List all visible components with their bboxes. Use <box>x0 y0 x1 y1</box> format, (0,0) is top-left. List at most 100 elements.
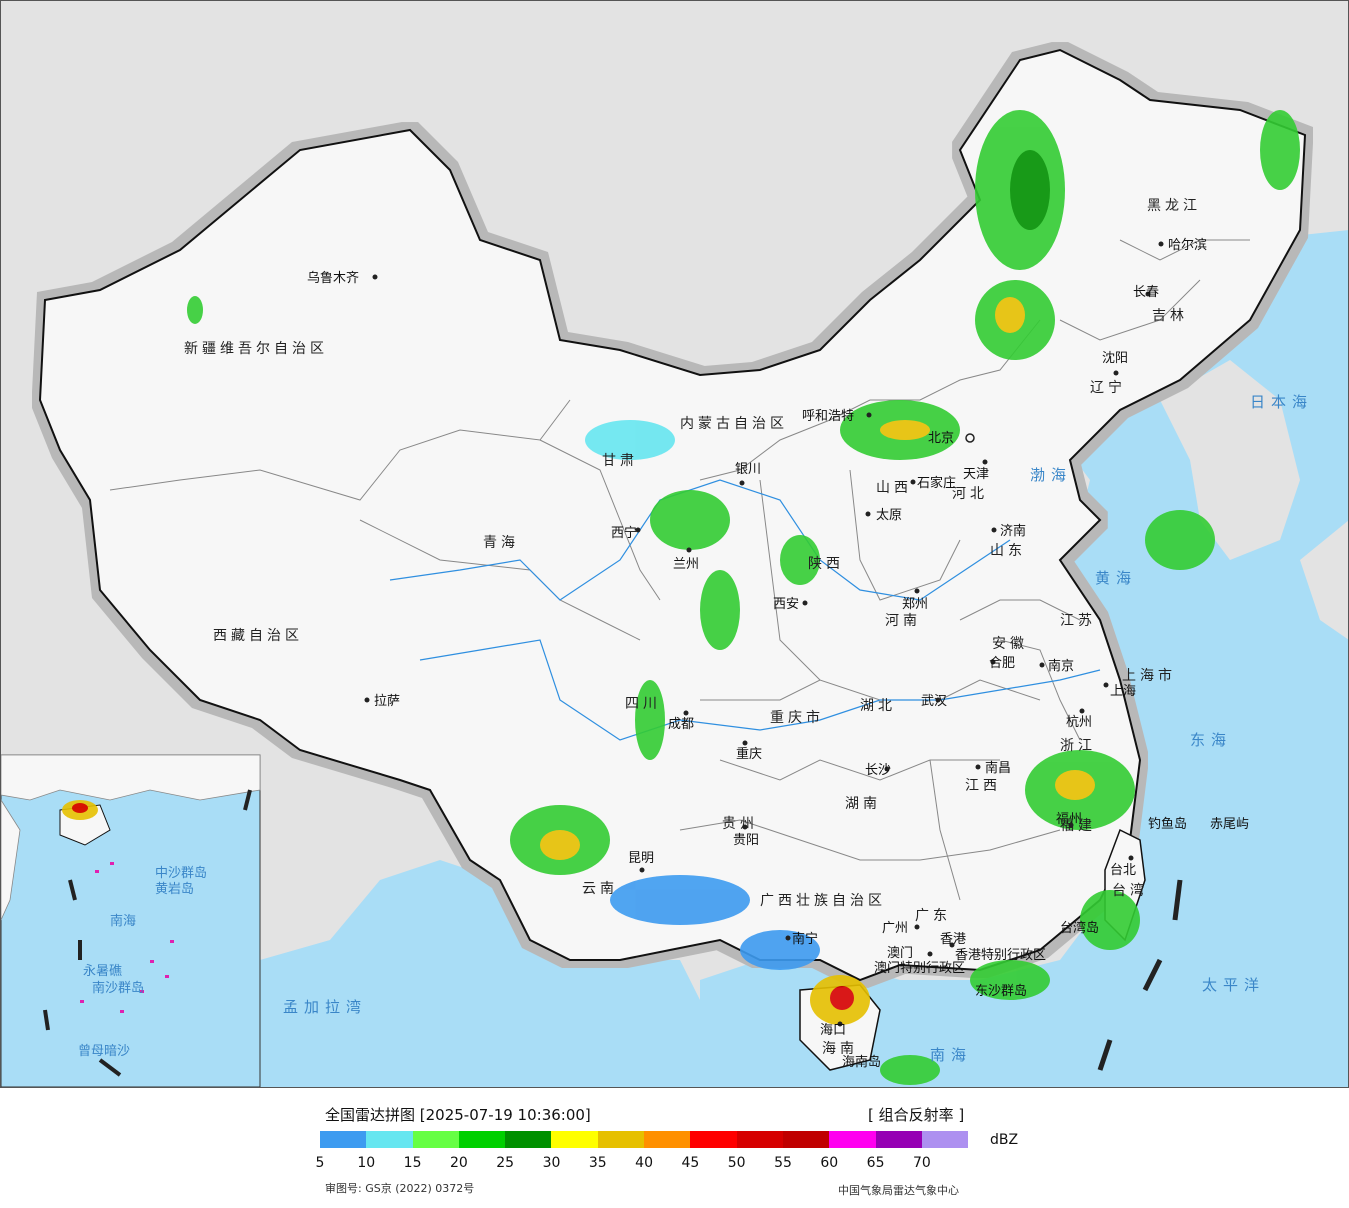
island-label: 海南岛 <box>842 1054 881 1070</box>
tick-label: 5 <box>315 1155 325 1171</box>
color-bar-cell <box>736 1131 783 1148</box>
island-label: 钓鱼岛 <box>1148 816 1187 832</box>
tick-label: 20 <box>449 1155 468 1171</box>
city-label: 上海 <box>1110 684 1136 699</box>
tick-label: 40 <box>635 1155 654 1171</box>
province-label: 云南 <box>582 881 618 897</box>
province-label: 澳门特别行政区 <box>874 960 965 976</box>
city-label: 兰州 <box>673 557 699 572</box>
province-label: 江西 <box>965 778 1001 794</box>
city-label: 银川 <box>735 462 761 477</box>
province-label: 西藏自治区 <box>213 628 303 644</box>
city-label: 天津 <box>963 467 989 482</box>
sea-labels: 日本海 渤海 黄海 东海 太平洋 南海 孟加拉湾 钓鱼岛 赤尾屿 海南岛 东沙群… <box>283 393 1313 1070</box>
color-bar-cell <box>690 1131 737 1148</box>
sea-label: 南海 <box>930 1046 972 1064</box>
color-bar-cell <box>782 1131 830 1148</box>
tick-label: 30 <box>542 1155 561 1171</box>
color-bar-cell <box>505 1131 552 1148</box>
province-label: 广东 <box>915 908 951 924</box>
city-label: 乌鲁木齐 <box>307 270 359 286</box>
province-label: 甘肃 <box>602 453 638 469</box>
city-label: 哈尔滨 <box>1168 237 1207 253</box>
city-label: 北京 <box>928 431 954 446</box>
city-label: 福州 <box>1056 812 1082 827</box>
province-label: 辽宁 <box>1090 379 1126 396</box>
province-label: 吉林 <box>1152 308 1188 324</box>
inset-label: 永暑礁 <box>83 963 122 979</box>
tick-label: 10 <box>357 1155 376 1171</box>
province-label: 海南 <box>822 1041 858 1057</box>
inset-label: 黄岩岛 <box>155 881 194 897</box>
sea-label: 日本海 <box>1250 393 1313 411</box>
city-label: 西宁 <box>611 525 637 541</box>
radar-map: 乌鲁木齐 拉萨 西宁 兰州 银川 呼和浩特 北京 天津 石家庄 太原 济南 郑州… <box>0 0 1349 1088</box>
city-label: 香港 <box>940 932 966 947</box>
inset-label: 中沙群岛 <box>155 865 207 881</box>
sea-label: 东海 <box>1190 731 1232 749</box>
city-label: 南宁 <box>792 931 818 947</box>
province-label: 重庆市 <box>770 709 824 726</box>
legend-unit: dBZ <box>990 1132 1019 1148</box>
city-label: 成都 <box>668 717 694 732</box>
city-label: 石家庄 <box>917 475 956 491</box>
sea-label: 渤海 <box>1030 466 1072 484</box>
province-label: 新疆维吾尔自治区 <box>184 341 328 357</box>
tick-label: 15 <box>403 1155 422 1171</box>
city-label: 西安 <box>773 597 799 612</box>
city-label: 沈阳 <box>1102 351 1128 366</box>
legend: 全国雷达拼图 [2025-07-19 10:36:00] [ 组合反射率 ] d… <box>0 1088 1349 1208</box>
tick-label: 60 <box>820 1155 839 1171</box>
tick-label: 25 <box>496 1155 515 1171</box>
color-bar-cell <box>551 1131 598 1148</box>
city-label: 武汉 <box>921 694 947 709</box>
color-bar-cell <box>875 1131 922 1148</box>
city-label: 杭州 <box>1066 715 1092 730</box>
color-bar-cell <box>458 1131 506 1148</box>
sea-label: 太平洋 <box>1202 976 1265 994</box>
province-label: 黑龙江 <box>1147 198 1201 214</box>
city-label: 南京 <box>1048 658 1074 674</box>
approval-number: 审图号: GS京 (2022) 0372号 <box>325 1182 475 1195</box>
inset-label: 南海 <box>110 913 136 929</box>
province-labels: 新疆维吾尔自治区 西藏自治区 青海 甘肃 内蒙古自治区 陕西 山西 河北 河南 … <box>184 198 1201 1057</box>
province-label: 山西 <box>876 480 912 496</box>
island-label: 赤尾屿 <box>1210 817 1249 832</box>
inset-label: 曾母暗沙 <box>78 1044 130 1059</box>
city-label: 长春 <box>1133 285 1159 300</box>
color-bar <box>320 1131 969 1148</box>
province-label: 山东 <box>990 543 1026 559</box>
color-bar-cell <box>829 1131 876 1148</box>
sea-label: 黄海 <box>1095 569 1137 587</box>
color-bar-cell <box>412 1131 459 1148</box>
radar-echoes <box>187 110 1300 1085</box>
province-label: 浙江 <box>1060 738 1096 754</box>
province-label: 贵州 <box>722 816 758 832</box>
city-label: 贵阳 <box>733 833 759 848</box>
province-label: 广西壮族自治区 <box>760 893 886 909</box>
province-label: 河南 <box>885 613 921 629</box>
city-label: 重庆 <box>736 746 762 762</box>
province-label: 内蒙古自治区 <box>680 416 788 432</box>
color-bar-cell <box>320 1131 367 1148</box>
province-label: 台湾 <box>1112 882 1148 899</box>
dash-line <box>1097 879 1183 1071</box>
province-label: 香港特别行政区 <box>955 948 1046 963</box>
color-bar-cell <box>644 1131 691 1148</box>
city-label: 昆明 <box>628 851 654 866</box>
province-label: 湖北 <box>860 698 896 714</box>
province-label: 福建 <box>1060 818 1096 834</box>
city-label: 长沙 <box>865 763 891 778</box>
tick-label: 70 <box>912 1155 931 1171</box>
province-label: 江苏 <box>1060 613 1096 629</box>
city-label: 郑州 <box>902 597 928 612</box>
island-label: 台湾岛 <box>1060 920 1099 936</box>
province-label: 青海 <box>483 535 519 551</box>
south-china-sea-inset: 中沙群岛 黄岩岛 南海 永暑礁 南沙群岛 曾母暗沙 <box>0 754 261 1088</box>
tick-label: 35 <box>588 1155 607 1171</box>
tick-label: 50 <box>727 1155 746 1171</box>
island-label: 东沙群岛 <box>975 983 1027 999</box>
color-bar-cell <box>921 1131 969 1148</box>
inset-label: 南沙群岛 <box>92 980 144 996</box>
city-markers: 乌鲁木齐 拉萨 西宁 兰州 银川 呼和浩特 北京 天津 石家庄 太原 济南 郑州… <box>307 237 1207 1038</box>
